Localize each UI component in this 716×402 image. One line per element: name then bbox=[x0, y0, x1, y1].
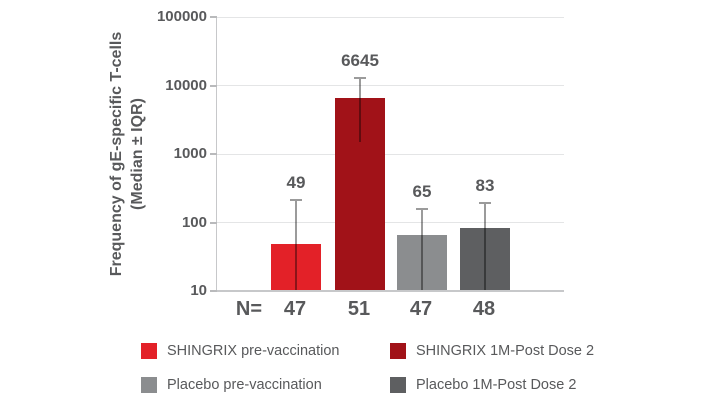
bar-value-label-3: 65 bbox=[412, 182, 432, 202]
iqr-upper-cap-3 bbox=[416, 208, 428, 211]
n-value-3: 47 bbox=[409, 298, 433, 320]
legend-label-1: SHINGRIX pre-vaccination bbox=[167, 343, 340, 359]
n-value-4: 48 bbox=[472, 298, 496, 320]
bar-value-label-2: 6645 bbox=[341, 50, 379, 70]
y-tick-label-10000: 10000 bbox=[165, 76, 207, 94]
gridline-100 bbox=[217, 222, 564, 223]
legend-label-3: Placebo pre-vaccination bbox=[167, 377, 322, 393]
legend-item-3: Placebo pre-vaccination bbox=[141, 376, 322, 394]
n-row-prefix: N= bbox=[235, 298, 262, 320]
y-tick-label-100: 100 bbox=[181, 213, 207, 231]
y-tick-100 bbox=[210, 221, 217, 224]
iqr-whisker-4 bbox=[484, 203, 486, 291]
legend-item-1: SHINGRIX pre-vaccination bbox=[141, 342, 339, 360]
gridline-1000 bbox=[217, 153, 564, 155]
iqr-whisker-1 bbox=[295, 200, 297, 291]
n-value-2: 51 bbox=[347, 298, 371, 320]
bar-value-label-1: 49 bbox=[286, 173, 306, 193]
y-tick-10 bbox=[210, 290, 217, 292]
y-tick-1000 bbox=[210, 153, 217, 155]
x-axis-line bbox=[217, 290, 564, 292]
iqr-upper-cap-4 bbox=[479, 202, 491, 205]
legend-swatch-4 bbox=[390, 377, 406, 393]
legend-swatch-3 bbox=[141, 377, 157, 393]
iqr-upper-cap-1 bbox=[290, 199, 302, 202]
plot-area: 49 6645 65 83 bbox=[210, 16, 564, 292]
iqr-upper-cap-2 bbox=[354, 76, 366, 79]
y-tick-10000 bbox=[210, 84, 217, 87]
y-tick-100000 bbox=[210, 16, 217, 18]
iqr-whisker-3 bbox=[421, 209, 423, 291]
gridline-10000 bbox=[217, 85, 564, 86]
y-tick-label-1000: 1000 bbox=[173, 145, 207, 162]
legend-swatch-1 bbox=[141, 343, 157, 359]
legend-label-2: SHINGRIX 1M-Post Dose 2 bbox=[416, 343, 595, 359]
legend-item-2: SHINGRIX 1M-Post Dose 2 bbox=[390, 342, 594, 360]
legend-label-4: Placebo 1M-Post Dose 2 bbox=[416, 377, 577, 393]
legend-swatch-2 bbox=[390, 343, 406, 359]
gridline-100000 bbox=[217, 16, 564, 18]
legend-item-4: Placebo 1M-Post Dose 2 bbox=[390, 376, 576, 394]
y-tick-label-100000: 100000 bbox=[156, 8, 207, 25]
bar-value-label-4: 83 bbox=[475, 176, 495, 196]
n-value-1: 47 bbox=[283, 298, 307, 320]
y-tick-label-10: 10 bbox=[190, 282, 207, 299]
iqr-whisker-2 bbox=[359, 77, 361, 142]
